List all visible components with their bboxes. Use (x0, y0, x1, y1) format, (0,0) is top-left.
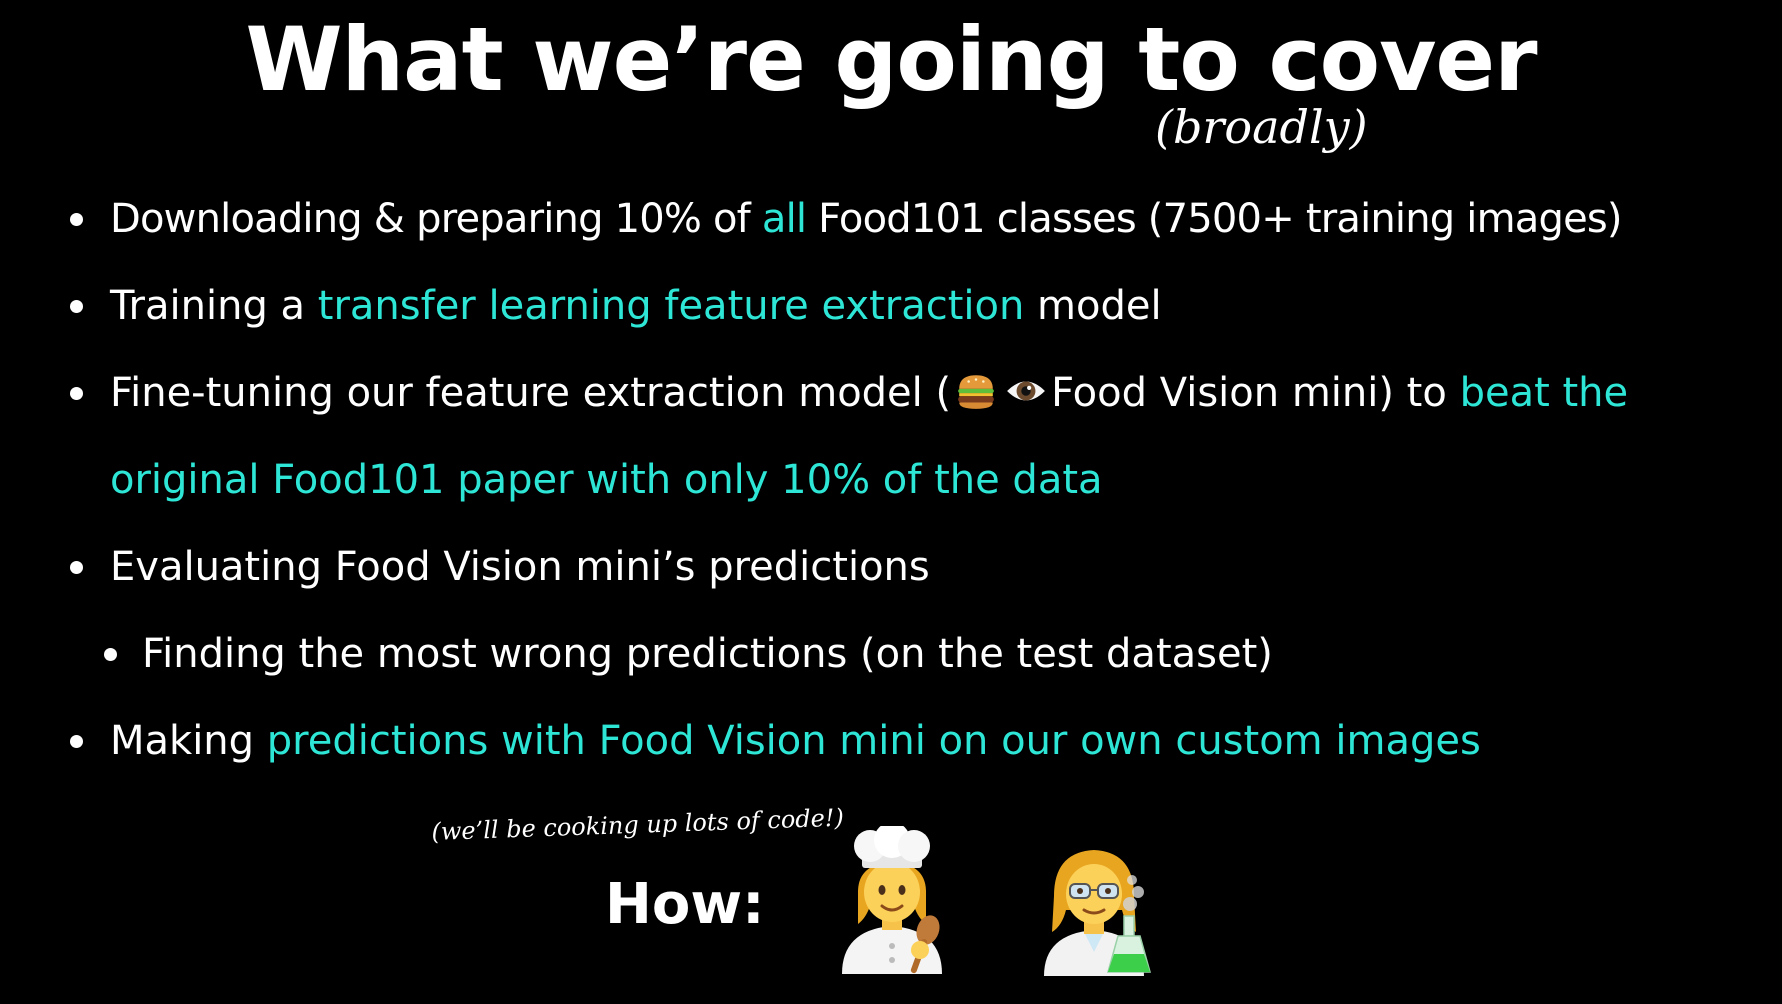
list-item: Downloading & preparing 10% of all Food1… (70, 195, 1623, 243)
item-highlight: all (761, 196, 807, 242)
burger-emoji-icon (958, 375, 994, 409)
item-text: Food101 classes (7500+ training images) (806, 196, 1622, 242)
woman-cook-emoji-icon (842, 826, 942, 974)
item-text: Fine-tuning our feature extraction model… (110, 370, 952, 416)
bullet-dot-icon (70, 300, 83, 313)
list-item: Training a transfer learning feature ext… (70, 282, 1162, 330)
item-text: model (1024, 283, 1162, 329)
how-label: How: (605, 872, 765, 937)
bullet-dot-icon (70, 387, 83, 400)
page-title: What we’re going to cover (245, 8, 1537, 111)
eye-emoji-icon (1007, 381, 1045, 401)
bullet-dot-icon (70, 735, 83, 748)
bullet-dot-icon (70, 213, 83, 226)
woman-scientist-emoji-icon (1044, 850, 1151, 976)
item-text: Training a (110, 283, 318, 329)
sub-list-item: Finding the most wrong predictions (on t… (104, 630, 1273, 678)
page-subtitle: (broadly) (1155, 100, 1368, 154)
list-item: Fine-tuning our feature extraction model… (70, 369, 1629, 417)
list-item-continuation: original Food101 paper with only 10% of … (110, 456, 1103, 504)
bullet-dot-icon (104, 648, 117, 661)
list-item: Making predictions with Food Vision mini… (70, 717, 1481, 765)
item-highlight: predictions with Food Vision mini on our… (266, 718, 1481, 764)
item-highlight: original Food101 paper with only 10% of … (110, 457, 1103, 503)
item-text: Making (110, 718, 267, 764)
bullet-dot-icon (70, 561, 83, 574)
item-text: Finding the most wrong predictions (on t… (142, 631, 1273, 677)
list-item: Evaluating Food Vision mini’s prediction… (70, 543, 930, 591)
item-highlight: transfer learning feature extraction (317, 283, 1025, 329)
item-highlight: beat the (1459, 370, 1629, 416)
item-text: Food Vision mini) to (1051, 370, 1460, 416)
item-text: Downloading & preparing 10% of (110, 196, 762, 242)
item-text: Evaluating Food Vision mini’s prediction… (110, 544, 930, 590)
